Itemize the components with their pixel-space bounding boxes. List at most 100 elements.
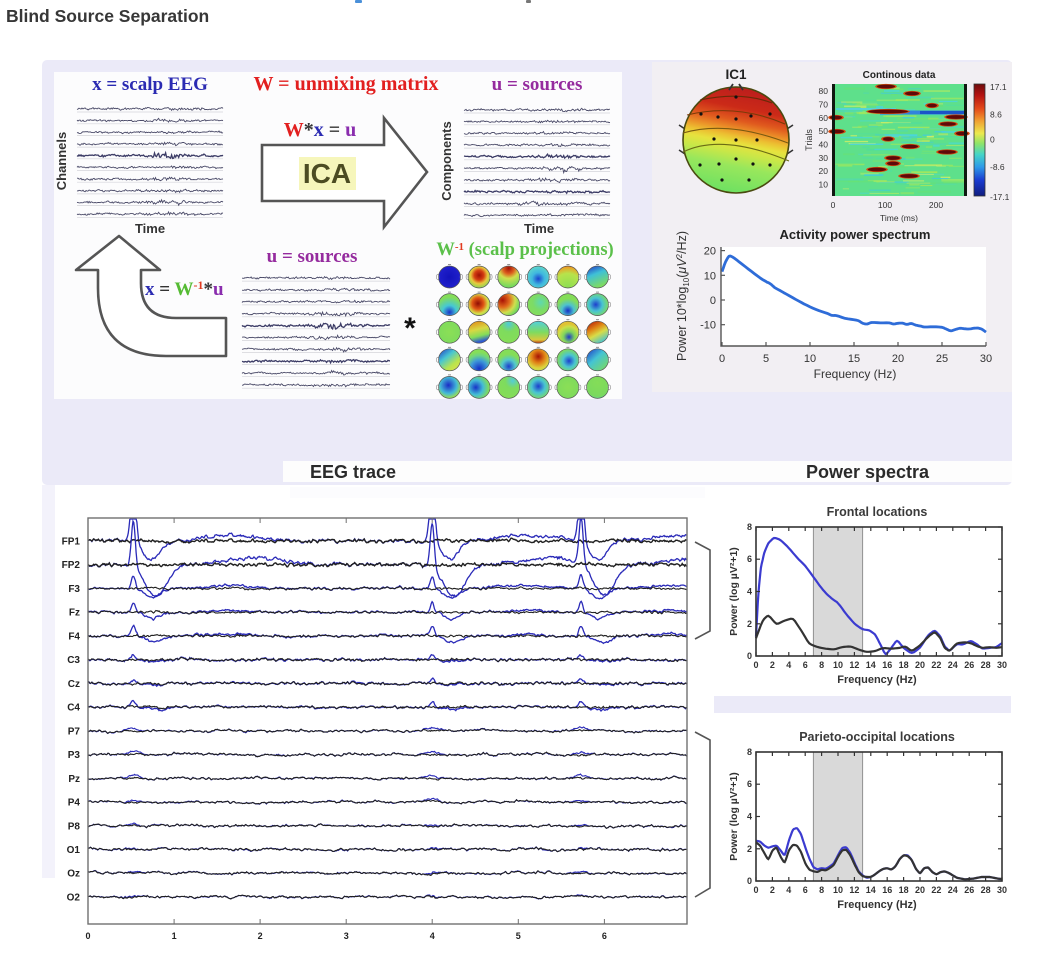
svg-text:2: 2 [770, 885, 775, 895]
svg-text:0: 0 [753, 885, 758, 895]
svg-text:20: 20 [892, 353, 904, 365]
svg-text:0: 0 [85, 931, 90, 941]
svg-text:50: 50 [819, 126, 829, 136]
svg-text:-10: -10 [700, 320, 716, 332]
svg-text:4: 4 [430, 931, 435, 941]
svg-text:0: 0 [747, 876, 752, 886]
svg-text:2: 2 [770, 660, 775, 670]
svg-text:0: 0 [831, 200, 836, 210]
svg-text:ICA: ICA [303, 158, 351, 189]
svg-text:6: 6 [747, 554, 752, 564]
svg-text:22: 22 [931, 660, 941, 670]
svg-text:30: 30 [997, 660, 1007, 670]
svg-text:P4: P4 [68, 798, 81, 809]
svg-text:Trials: Trials [804, 129, 814, 151]
svg-text:70: 70 [819, 100, 829, 110]
svg-text:2: 2 [747, 844, 752, 854]
svg-text:Frequency (Hz): Frequency (Hz) [837, 674, 917, 686]
svg-text:8: 8 [819, 885, 824, 895]
svg-text:2: 2 [747, 619, 752, 629]
svg-text:12: 12 [849, 885, 859, 895]
svg-text:u = sources: u = sources [267, 246, 358, 267]
svg-text:22: 22 [931, 885, 941, 895]
svg-text:O1: O1 [67, 845, 81, 856]
svg-text:26: 26 [964, 885, 974, 895]
svg-text:30: 30 [980, 353, 992, 365]
svg-text:16: 16 [882, 885, 892, 895]
svg-text:14: 14 [866, 660, 876, 670]
svg-text:4: 4 [786, 885, 791, 895]
svg-text:F4: F4 [68, 631, 80, 642]
svg-text:5: 5 [763, 353, 769, 365]
svg-text:0: 0 [747, 651, 752, 661]
svg-text:1: 1 [172, 931, 177, 941]
svg-text:200: 200 [929, 200, 943, 210]
svg-text:10: 10 [704, 270, 716, 282]
svg-text:Cz: Cz [68, 679, 80, 690]
svg-text:6: 6 [803, 885, 808, 895]
svg-text:Continous data: Continous data [863, 70, 936, 81]
svg-text:Activity power spectrum: Activity power spectrum [780, 227, 931, 242]
svg-text:Power spectra: Power spectra [806, 462, 930, 482]
svg-text:Power (log µV²+1): Power (log µV²+1) [728, 547, 740, 636]
svg-text:Blind Source Separation: Blind Source Separation [6, 6, 209, 26]
svg-text:Fz: Fz [69, 608, 80, 619]
svg-text:IC1: IC1 [725, 67, 747, 82]
svg-text:C3: C3 [67, 655, 80, 666]
svg-text:16: 16 [882, 660, 892, 670]
svg-text:W-1 (scalp projections): W-1 (scalp projections) [436, 240, 613, 260]
svg-text:4: 4 [786, 660, 791, 670]
svg-text:80: 80 [819, 86, 829, 96]
svg-text:5: 5 [516, 931, 521, 941]
svg-text:0: 0 [753, 660, 758, 670]
svg-text:O2: O2 [67, 893, 81, 904]
svg-text:F3: F3 [68, 584, 80, 595]
svg-text:Time: Time [524, 221, 554, 236]
svg-text:28: 28 [981, 885, 991, 895]
svg-text:Time: Time [135, 221, 165, 236]
svg-text:-17.1: -17.1 [990, 192, 1010, 202]
svg-text:P8: P8 [68, 821, 81, 832]
svg-text:4: 4 [747, 812, 752, 822]
svg-text:u = sources: u = sources [492, 74, 583, 95]
svg-text:24: 24 [948, 660, 958, 670]
svg-text:4: 4 [747, 587, 752, 597]
svg-text:EEG trace: EEG trace [310, 462, 396, 482]
svg-text:Power (log µV²+1): Power (log µV²+1) [728, 772, 740, 861]
svg-text:8: 8 [747, 522, 752, 532]
svg-text:20: 20 [819, 166, 829, 176]
svg-text:10: 10 [833, 660, 843, 670]
svg-text:P7: P7 [68, 726, 81, 737]
svg-text:3: 3 [344, 931, 349, 941]
svg-text:10: 10 [804, 353, 816, 365]
svg-text:20: 20 [915, 660, 925, 670]
svg-text:8: 8 [747, 747, 752, 757]
svg-text:Parieto-occipital locations: Parieto-occipital locations [799, 730, 955, 744]
svg-text:Oz: Oz [67, 869, 80, 880]
svg-text:12: 12 [849, 660, 859, 670]
svg-text:Power 10*log10(μV2/Hz): Power 10*log10(μV2/Hz) [675, 231, 691, 361]
svg-text:20: 20 [704, 246, 716, 258]
svg-text:26: 26 [964, 660, 974, 670]
svg-text:8.6: 8.6 [990, 110, 1002, 120]
svg-text:Time (ms): Time (ms) [880, 213, 918, 223]
svg-text:30: 30 [819, 153, 829, 163]
svg-text:P3: P3 [68, 750, 81, 761]
svg-text:*: * [404, 312, 416, 345]
svg-text:20: 20 [915, 885, 925, 895]
svg-text:Frontal locations: Frontal locations [827, 505, 928, 519]
svg-text:Frequency (Hz): Frequency (Hz) [837, 899, 917, 911]
svg-text:6: 6 [803, 660, 808, 670]
svg-text:0: 0 [719, 353, 725, 365]
svg-text:C4: C4 [67, 703, 80, 714]
svg-text:10: 10 [819, 180, 829, 190]
svg-text:17.1: 17.1 [990, 82, 1007, 92]
svg-text:14: 14 [866, 885, 876, 895]
svg-text:15: 15 [848, 353, 860, 365]
svg-text:2: 2 [258, 931, 263, 941]
svg-text:0: 0 [990, 135, 995, 145]
svg-text:8: 8 [819, 660, 824, 670]
svg-text:Pz: Pz [68, 774, 80, 785]
svg-text:18: 18 [899, 660, 909, 670]
svg-text:W = unmixing matrix: W = unmixing matrix [254, 73, 439, 95]
